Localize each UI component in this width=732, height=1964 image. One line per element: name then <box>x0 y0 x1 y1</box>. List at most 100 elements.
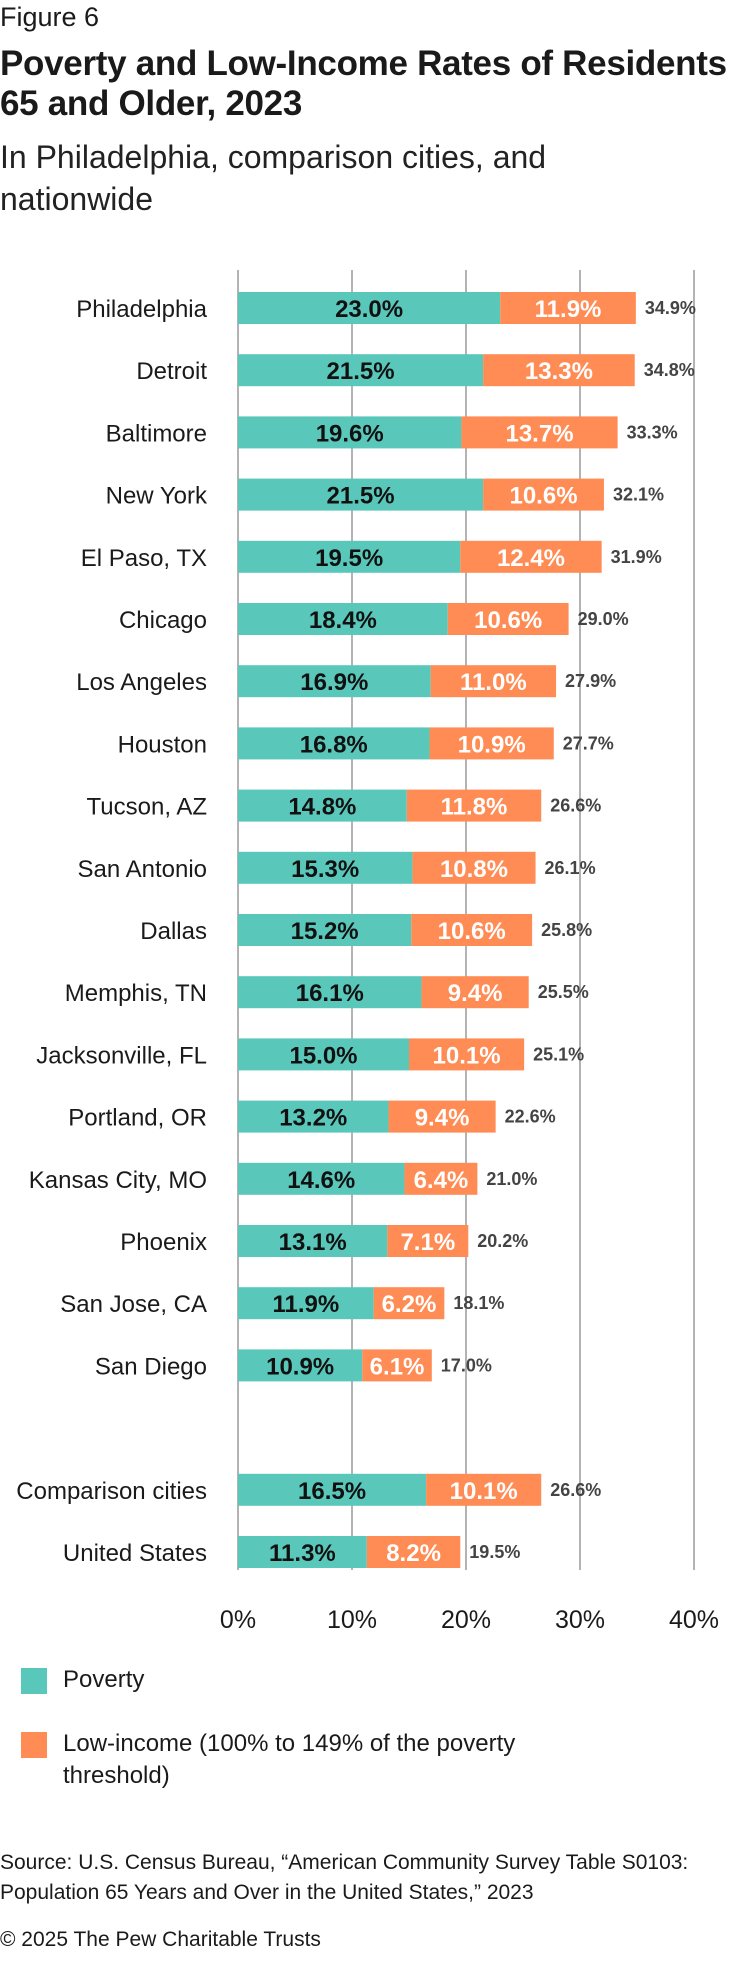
chart-title: Poverty and Low-Income Rates of Resident… <box>0 44 727 123</box>
category-label: El Paso, TX <box>81 545 207 572</box>
bar-segment-poverty <box>238 1225 388 1257</box>
data-label-poverty: 10.9% <box>266 1353 334 1380</box>
x-tick-label: 0% <box>220 1606 256 1634</box>
bar-segment-poverty <box>238 1162 405 1195</box>
category-label: Tucson, AZ <box>87 794 208 821</box>
data-label-total: 32.1% <box>613 485 664 505</box>
category-label: United States <box>63 1540 207 1567</box>
legend-swatch-low-income <box>21 1732 47 1758</box>
bar-segment-low-income <box>409 1038 525 1071</box>
bar-segment-low-income <box>387 1225 469 1257</box>
category-label: Houston <box>118 731 207 758</box>
bar-segment-poverty <box>238 603 448 635</box>
data-label-total: 31.9% <box>611 547 662 567</box>
category-label: New York <box>106 483 208 510</box>
data-label-total: 34.8% <box>644 360 695 380</box>
bar-segment-low-income <box>388 1100 496 1133</box>
bar-segment-low-income <box>500 292 636 324</box>
bar-segment-poverty <box>238 1100 389 1133</box>
data-label-poverty: 16.8% <box>300 731 368 758</box>
data-label-poverty: 21.5% <box>327 483 395 510</box>
data-label-total: 27.9% <box>565 671 616 691</box>
data-label-low-income: 13.7% <box>505 420 573 447</box>
bar-segment-poverty <box>238 789 407 822</box>
category-label: San Antonio <box>78 856 207 883</box>
data-label-poverty: 21.5% <box>327 358 395 385</box>
data-label-low-income: 7.1% <box>400 1229 455 1256</box>
data-label-low-income: 10.6% <box>474 607 542 634</box>
data-label-poverty: 19.6% <box>316 420 384 447</box>
data-label-poverty: 16.9% <box>300 669 368 696</box>
data-label-total: 20.2% <box>477 1231 528 1251</box>
data-label-total: 22.6% <box>505 1107 556 1127</box>
bar-segment-poverty <box>238 665 431 698</box>
category-label: Detroit <box>136 358 207 385</box>
data-label-poverty: 18.4% <box>309 607 377 634</box>
data-label-low-income: 6.4% <box>414 1167 469 1194</box>
bar-segment-low-income <box>461 416 618 449</box>
bar-segment-low-income <box>483 478 604 511</box>
bar-segment-poverty <box>238 1038 409 1071</box>
data-label-total: 34.9% <box>645 298 696 318</box>
data-label-total: 26.1% <box>545 858 596 878</box>
data-label-low-income: 11.9% <box>535 296 602 323</box>
data-label-total: 17.0% <box>441 1355 492 1375</box>
x-tick-label: 10% <box>327 1606 377 1634</box>
bar-segment-low-income <box>426 1473 542 1506</box>
data-label-low-income: 10.9% <box>458 731 526 758</box>
category-label: Dallas <box>140 918 207 945</box>
bar-segment-low-income <box>430 665 557 698</box>
category-label: Jacksonville, FL <box>36 1042 207 1069</box>
data-label-total: 26.6% <box>550 796 601 816</box>
data-label-low-income: 10.8% <box>440 856 508 883</box>
category-label: Phoenix <box>120 1229 207 1256</box>
chart-subtitle: In Philadelphia, comparison cities, and … <box>0 139 547 217</box>
data-label-low-income: 11.0% <box>460 669 527 696</box>
x-tick-label: 30% <box>555 1606 605 1634</box>
data-label-low-income: 10.1% <box>450 1478 518 1505</box>
data-label-poverty: 19.5% <box>315 545 383 572</box>
legend-swatch-poverty <box>21 1668 47 1694</box>
legend-label-low-income: Low-income (100% to 149% of the poverty … <box>63 1730 516 1789</box>
data-label-total: 27.7% <box>563 733 614 753</box>
bar-segment-low-income <box>460 540 602 573</box>
category-label: Memphis, TN <box>65 980 207 1007</box>
copyright: © 2025 The Pew Charitable Trusts <box>0 1928 321 1951</box>
bar-segment-poverty <box>238 478 484 511</box>
x-tick-label: 20% <box>441 1606 491 1634</box>
data-label-poverty: 16.5% <box>298 1478 366 1505</box>
figure-label: Figure 6 <box>0 2 100 32</box>
data-label-poverty: 15.0% <box>289 1042 357 1069</box>
data-label-total: 19.5% <box>469 1542 520 1562</box>
data-label-poverty: 23.0% <box>335 296 403 323</box>
data-label-poverty: 15.2% <box>291 918 359 945</box>
data-label-low-income: 12.4% <box>497 545 565 572</box>
category-label: Kansas City, MO <box>29 1167 207 1194</box>
bar-segment-low-income <box>362 1349 432 1382</box>
data-label-total: 25.5% <box>538 982 589 1002</box>
data-label-total: 25.8% <box>541 920 592 940</box>
bar-segment-low-income <box>483 354 635 387</box>
category-label: Los Angeles <box>76 669 207 696</box>
data-label-total: 29.0% <box>578 609 629 629</box>
data-label-poverty: 15.3% <box>291 856 359 883</box>
bar-segment-poverty <box>238 1473 427 1506</box>
bar-segment-poverty <box>238 851 413 884</box>
bar-segment-poverty <box>238 1536 367 1568</box>
bar-segment-low-income <box>411 914 533 946</box>
data-label-low-income: 9.4% <box>448 980 503 1007</box>
data-label-poverty: 11.3% <box>269 1540 336 1567</box>
data-label-low-income: 6.1% <box>370 1353 425 1380</box>
data-label-low-income: 10.6% <box>438 918 506 945</box>
data-label-poverty: 14.8% <box>288 794 356 821</box>
bar-segment-low-income <box>429 727 554 760</box>
bar-segment-poverty <box>238 416 462 449</box>
source-note: Source: U.S. Census Bureau, “American Co… <box>0 1851 689 1904</box>
data-label-poverty: 14.6% <box>287 1167 355 1194</box>
data-label-total: 25.1% <box>533 1044 584 1064</box>
data-label-low-income: 10.1% <box>433 1042 501 1069</box>
bar-segment-low-income <box>366 1536 461 1568</box>
bar-chart: 0% 10% 20% 30% 40% Philadelphia 23.0% 11.9% 34.9… <box>16 270 719 1634</box>
category-label: Philadelphia <box>76 296 207 323</box>
data-label-poverty: 13.1% <box>279 1229 347 1256</box>
